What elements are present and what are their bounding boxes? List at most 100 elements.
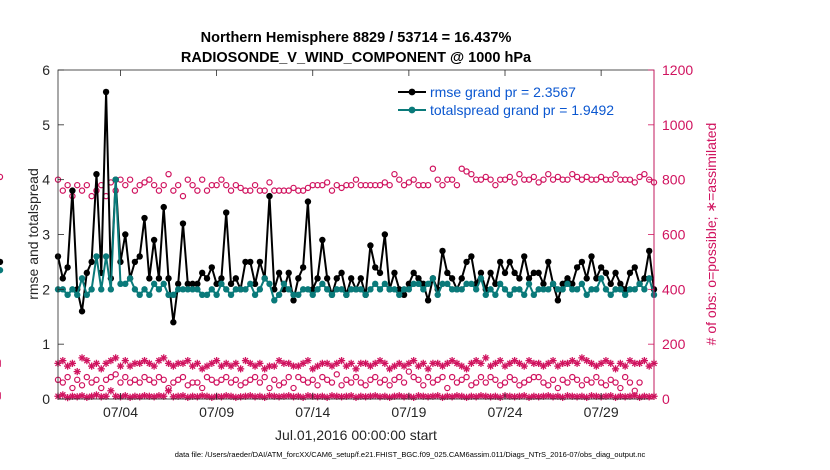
data-point-possible [83,181,91,189]
data-point-totalspread [213,291,220,299]
data-point-rmse [0,258,4,266]
data-point-totalspread [275,291,283,299]
y2-axis-label: # of obs: o=possible; ∗=assimilated [703,123,719,346]
data-point-totalspread [323,286,331,293]
data-point-assimilated [328,362,336,370]
data-point-possible [160,181,167,189]
data-point-possible [631,179,638,186]
data-point-possible [381,179,389,186]
data-point-totalspread [612,286,619,293]
data-point-possible [420,382,427,389]
data-point-assimilated [193,359,201,367]
data-point-totalspread [174,286,182,293]
data-point-rmse [198,269,206,277]
data-point-possible [261,373,268,381]
data-point-possible [88,379,95,386]
data-point-totalspread [266,280,273,288]
data-point-rmse [160,203,167,211]
data-point-totalspread [122,280,129,288]
data-point-rmse [165,275,172,282]
data-point-rmse [102,88,110,96]
data-point-rmse [69,187,76,194]
data-point-rmse [347,275,355,282]
data-point-possible [338,184,345,192]
data-point-assimilated [482,354,490,362]
x-tick-label: 07/09 [199,404,234,420]
data-point-rmse [314,275,321,282]
data-point-possible [458,165,465,172]
data-point-assimilated [395,359,403,367]
data-point-assimilated [188,392,197,400]
data-point-totalspread [386,286,393,293]
data-point-possible [275,382,283,389]
data-point-possible [309,376,316,384]
data-point-possible [367,376,374,384]
data-point-possible [501,379,509,386]
data-point-assimilated [333,359,341,367]
data-point-rmse [251,280,259,288]
data-point-assimilated [121,357,129,365]
data-point-assimilated [414,362,423,370]
data-point-assimilated [381,359,389,367]
data-point-possible [126,176,134,183]
data-point-totalspread [78,275,86,282]
data-point-rmse [372,264,379,271]
data-file-footnote: data file: /Users/raeder/DAI/ATM_forcXX/… [175,450,646,459]
data-point-possible [194,379,201,386]
data-point-totalspread [107,286,115,293]
data-point-rmse [621,286,629,293]
data-point-totalspread [448,286,456,293]
data-point-totalspread [102,253,110,260]
data-point-totalspread [420,286,427,293]
data-point-possible [304,379,312,386]
data-point-assimilated [386,365,394,373]
data-point-possible [439,181,446,189]
legend-rmse-marker [408,88,416,96]
data-point-assimilated [563,359,572,367]
data-point-assimilated [511,357,519,365]
data-point-totalspread [88,286,95,293]
data-point-rmse [319,236,326,244]
data-point-assimilated [602,357,610,365]
data-point-rmse [612,269,619,277]
data-point-totalspread [463,280,470,288]
chart-title: Northern Hemisphere 8829 / 53714 = 16.43… [201,30,512,46]
data-point-rmse [218,275,225,282]
data-point-rmse [420,280,427,288]
data-point-possible [569,373,576,381]
data-point-totalspread [636,280,643,288]
data-point-possible [607,176,614,183]
data-point-possible [0,173,4,181]
data-point-possible [251,373,259,381]
data-point-possible [636,379,643,386]
data-point-rmse [439,247,446,255]
data-point-totalspread [304,286,312,293]
data-point-possible [251,181,259,189]
data-point-possible [415,376,422,384]
data-point-assimilated [102,359,110,367]
data-point-possible [102,376,110,384]
y-tick-label: 4 [42,172,50,188]
data-point-possible [535,373,542,381]
data-point-rmse [357,275,365,282]
data-point-totalspread [343,291,350,299]
data-point-possible [141,179,148,186]
data-point-totalspread [396,291,403,299]
data-point-assimilated [376,357,384,365]
data-point-assimilated [453,359,461,367]
data-point-totalspread [271,297,278,304]
data-point-assimilated [486,362,495,370]
data-point-possible [429,165,437,172]
data-point-possible [174,181,182,189]
data-point-rmse [338,269,345,277]
data-point-possible [352,176,360,183]
data-point-totalspread [98,286,105,293]
data-point-possible [223,181,230,189]
data-point-assimilated [587,359,596,367]
y-tick-label: 6 [42,62,50,78]
data-point-totalspread [347,286,355,293]
y2-tick-label: 200 [662,336,686,352]
data-point-assimilated [438,362,447,370]
data-point-possible [453,379,461,386]
data-point-assimilated [328,392,336,400]
